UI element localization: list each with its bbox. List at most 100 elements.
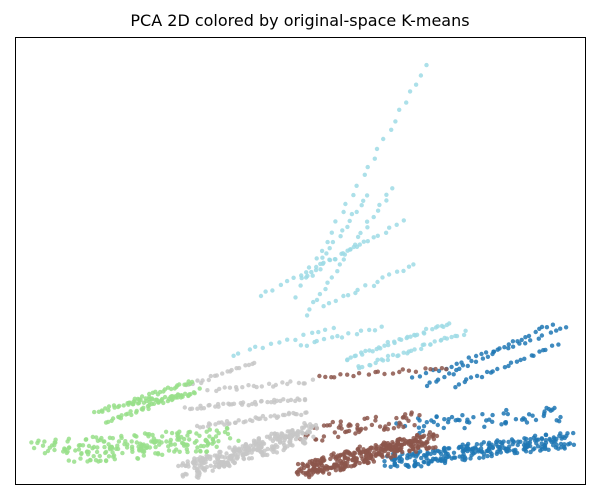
data-point	[177, 382, 182, 387]
data-point	[417, 418, 422, 423]
data-point	[338, 419, 343, 424]
data-point	[66, 436, 72, 441]
data-point	[426, 445, 432, 450]
data-point	[305, 273, 310, 279]
data-point	[306, 472, 312, 478]
data-point	[362, 172, 367, 177]
data-point	[516, 439, 521, 444]
data-point	[363, 283, 368, 288]
data-point	[191, 390, 197, 395]
data-point	[302, 397, 308, 402]
data-point	[335, 269, 340, 274]
data-point	[230, 447, 235, 453]
data-point	[375, 369, 380, 374]
data-point	[485, 354, 491, 359]
data-point	[433, 366, 438, 372]
data-point	[345, 372, 350, 377]
data-point	[336, 434, 341, 440]
data-point	[207, 427, 212, 432]
data-point	[293, 436, 299, 442]
data-point	[111, 453, 117, 458]
data-point	[76, 447, 82, 452]
data-point	[357, 444, 362, 449]
data-point	[428, 367, 433, 372]
data-point	[253, 344, 258, 349]
data-point	[330, 419, 335, 425]
data-point	[236, 365, 242, 371]
data-point	[410, 445, 415, 451]
data-point	[465, 363, 470, 369]
data-point	[160, 452, 165, 457]
data-point	[314, 338, 319, 344]
data-point	[510, 344, 516, 349]
data-point	[412, 458, 418, 464]
data-point	[372, 328, 378, 333]
data-point	[380, 358, 386, 363]
data-point	[364, 459, 370, 464]
data-point	[346, 463, 351, 469]
data-point	[193, 449, 199, 454]
data-point	[288, 435, 293, 440]
data-point	[216, 404, 221, 409]
data-point	[388, 464, 393, 469]
data-point	[210, 468, 215, 473]
data-point	[208, 373, 213, 379]
data-point	[347, 422, 352, 427]
data-point	[294, 412, 299, 417]
data-point	[153, 444, 158, 450]
data-point	[99, 435, 104, 441]
data-point	[351, 450, 357, 455]
data-point	[521, 442, 527, 448]
data-point	[422, 342, 427, 347]
data-point	[242, 446, 247, 452]
data-point	[537, 349, 542, 354]
data-point	[390, 352, 396, 358]
data-point	[117, 403, 122, 409]
data-point	[366, 372, 372, 377]
data-point	[365, 239, 370, 244]
data-point	[376, 450, 382, 456]
data-point	[417, 413, 422, 418]
data-point	[473, 353, 479, 359]
data-point	[330, 335, 335, 340]
data-point	[558, 326, 563, 331]
data-point	[473, 359, 479, 364]
data-point	[258, 399, 264, 404]
data-point	[456, 382, 462, 387]
data-point	[544, 405, 549, 411]
data-point	[227, 445, 232, 450]
data-point	[316, 329, 321, 335]
data-point	[511, 439, 517, 445]
data-point	[252, 399, 258, 405]
data-point	[384, 198, 389, 203]
data-point	[469, 358, 474, 364]
data-point	[449, 334, 454, 340]
data-point	[87, 457, 93, 463]
data-point	[490, 412, 495, 418]
data-point	[214, 453, 220, 458]
data-point	[52, 447, 57, 453]
data-point	[222, 385, 227, 390]
data-point	[397, 107, 402, 113]
data-point	[325, 423, 330, 428]
data-point	[394, 269, 400, 274]
data-point	[285, 337, 290, 342]
data-point	[435, 422, 440, 428]
data-point	[457, 366, 462, 371]
data-point	[363, 449, 368, 454]
data-point	[351, 373, 356, 379]
data-point	[526, 412, 532, 417]
data-point	[549, 343, 555, 348]
data-point	[490, 445, 495, 450]
data-point	[326, 301, 332, 306]
data-point	[309, 424, 315, 429]
data-point	[216, 439, 221, 444]
data-point	[224, 425, 230, 431]
data-point	[236, 438, 241, 443]
data-point	[288, 397, 294, 403]
data-point	[459, 444, 464, 450]
data-point	[333, 468, 339, 473]
data-point	[518, 357, 523, 363]
data-point	[480, 356, 486, 361]
data-point	[371, 283, 377, 289]
